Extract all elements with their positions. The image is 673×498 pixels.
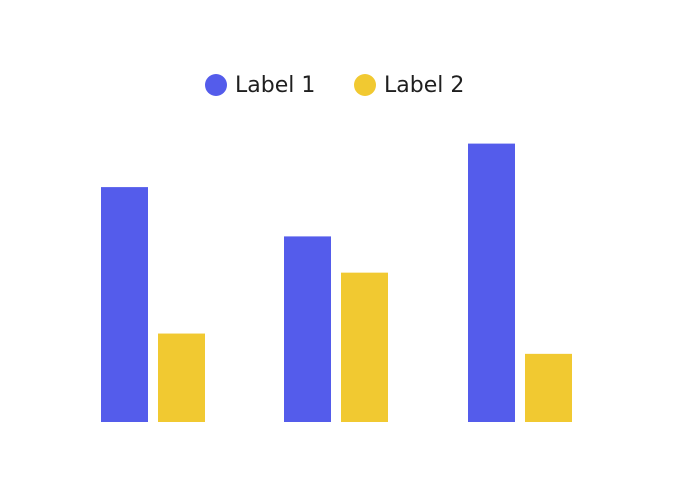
legend-marker-1: [205, 74, 227, 96]
legend-label-2: Label 2: [384, 73, 464, 98]
legend-marker-2: [354, 74, 376, 96]
legend-item-1[interactable]: Label 1: [205, 73, 315, 98]
bar-series-1-group-1: [101, 187, 148, 422]
bar-series-2-group-3: [525, 353, 572, 422]
chart-legend: Label 1 Label 2: [205, 73, 464, 98]
bar-series-1-group-3: [468, 143, 515, 422]
bar-series-2-group-1: [158, 333, 205, 422]
legend-item-2[interactable]: Label 2: [354, 73, 464, 98]
bar-series-1-group-2: [284, 236, 331, 422]
legend-label-1: Label 1: [235, 73, 315, 98]
bar-series-2-group-2: [341, 272, 388, 422]
plot-area: [101, 143, 572, 422]
